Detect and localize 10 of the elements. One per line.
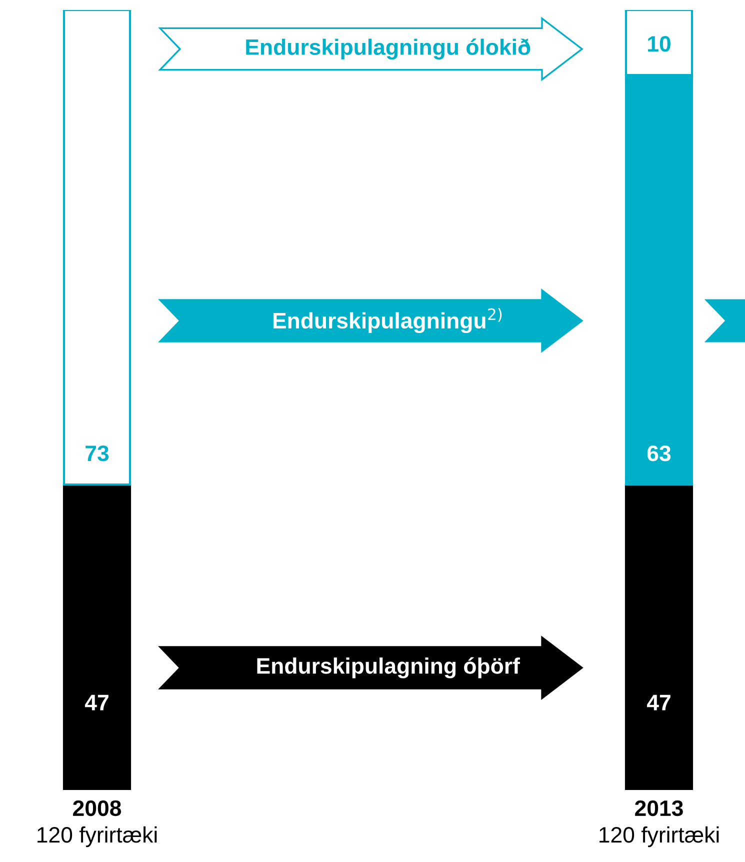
x-tick-label: 2013 120 fyrirtæki [600, 800, 719, 848]
data-label: 73 [86, 445, 109, 462]
data-label: 10 [648, 36, 670, 52]
data-label: 47 [646, 694, 670, 710]
annotation: Endurskipulagningu$^{2)}$ [273, 308, 502, 334]
annotation: Endurskipulagning óþörf [257, 657, 520, 678]
data-label: 47 [84, 694, 108, 710]
x-tick-label: 2008 120 fyrirtæki [38, 800, 157, 848]
annotation: Endurskipulagningu ólokið [246, 38, 530, 60]
data-label: 63 [647, 445, 671, 462]
